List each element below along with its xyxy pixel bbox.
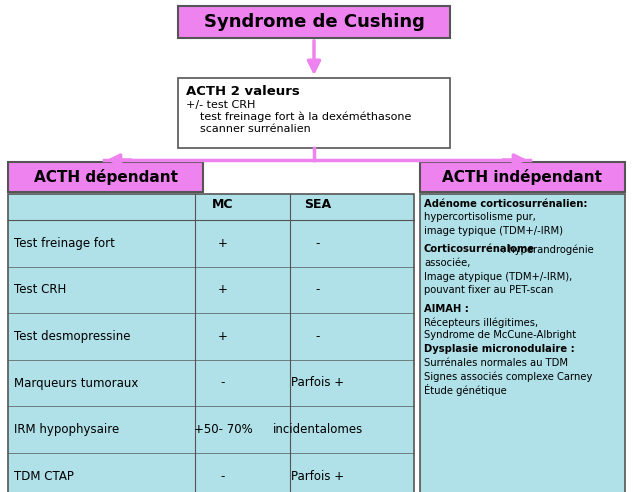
Text: Test desmopressine: Test desmopressine: [14, 330, 130, 343]
Text: -: -: [316, 237, 320, 250]
Text: scanner surrénalien: scanner surrénalien: [186, 124, 311, 134]
Text: Parfois +: Parfois +: [291, 470, 344, 483]
Text: -: -: [221, 470, 225, 483]
Text: associée,: associée,: [424, 258, 470, 268]
Text: ACTH 2 valeurs: ACTH 2 valeurs: [186, 85, 300, 98]
Text: Image atypique (TDM+/-IRM),: Image atypique (TDM+/-IRM),: [424, 272, 572, 281]
Text: Test CRH: Test CRH: [14, 283, 66, 296]
Text: Parfois +: Parfois +: [291, 376, 344, 390]
Text: Signes associés complexe Carney: Signes associés complexe Carney: [424, 371, 592, 381]
Text: TDM CTAP: TDM CTAP: [14, 470, 74, 483]
Text: IRM hypophysaire: IRM hypophysaire: [14, 423, 119, 436]
Text: -: -: [221, 376, 225, 390]
Text: Test freinage fort: Test freinage fort: [14, 237, 115, 250]
Text: +: +: [218, 283, 228, 296]
Text: -: -: [316, 330, 320, 343]
Bar: [178, 6, 450, 38]
Bar: [178, 78, 450, 148]
Text: Dysplasie micronodulaire :: Dysplasie micronodulaire :: [424, 344, 575, 354]
Text: Syndrome de Cushing: Syndrome de Cushing: [204, 13, 425, 31]
Text: hypercortisolisme pur,: hypercortisolisme pur,: [424, 213, 536, 222]
Text: Marqueurs tumoraux: Marqueurs tumoraux: [14, 376, 139, 390]
Text: MC: MC: [212, 198, 234, 211]
Text: ACTH indépendant: ACTH indépendant: [442, 169, 603, 185]
Text: -: -: [316, 283, 320, 296]
Text: +: +: [218, 330, 228, 343]
Text: test freinage fort à la dexéméthasone: test freinage fort à la dexéméthasone: [186, 112, 411, 123]
Text: +: +: [218, 237, 228, 250]
Text: AIMAH :: AIMAH :: [424, 304, 469, 313]
Bar: [8, 162, 203, 192]
Text: +50- 70%: +50- 70%: [194, 423, 253, 436]
Bar: [420, 162, 625, 192]
Text: : hyperandrogénie: : hyperandrogénie: [503, 245, 594, 255]
Text: pouvant fixer au PET-scan: pouvant fixer au PET-scan: [424, 285, 553, 295]
Bar: [8, 194, 414, 492]
Bar: [420, 194, 625, 492]
Text: +/- test CRH: +/- test CRH: [186, 100, 255, 110]
Text: Syndrome de McCune-Albright: Syndrome de McCune-Albright: [424, 331, 576, 340]
Text: image typique (TDM+/-IRM): image typique (TDM+/-IRM): [424, 226, 563, 236]
Text: Surrénales normales au TDM: Surrénales normales au TDM: [424, 358, 568, 368]
Text: Étude génétique: Étude génétique: [424, 385, 507, 397]
Text: Corticosurrénalome: Corticosurrénalome: [424, 245, 535, 254]
Text: Adénome corticosurrénalien:: Adénome corticosurrénalien:: [424, 199, 587, 209]
Text: incidentalomes: incidentalomes: [273, 423, 363, 436]
Text: Récepteurs illégitimes,: Récepteurs illégitimes,: [424, 317, 538, 328]
Text: SEA: SEA: [304, 198, 332, 211]
Text: ACTH dépendant: ACTH dépendant: [34, 169, 177, 185]
